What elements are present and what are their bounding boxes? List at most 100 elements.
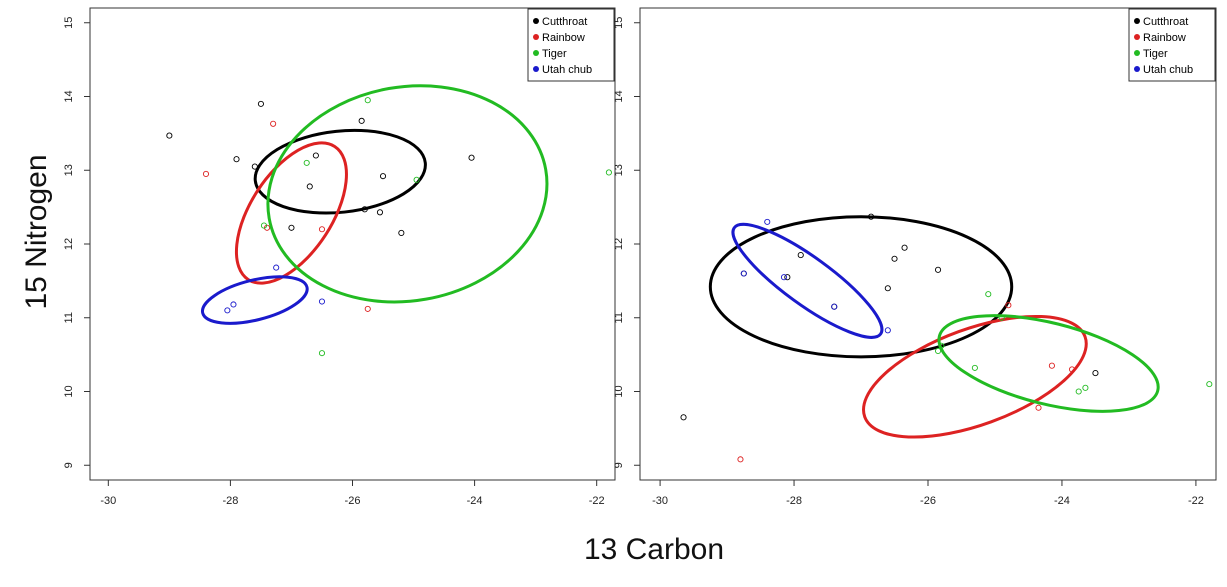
cutthroat-point (884, 285, 891, 292)
utah-chub-point (230, 301, 237, 308)
tiger-ellipse (266, 84, 549, 304)
y-tick-label: 15 (613, 17, 625, 29)
cutthroat-point (379, 173, 387, 180)
rainbow-point (318, 226, 326, 233)
y-tick-label: 10 (613, 385, 625, 397)
y-tick-label: 13 (63, 164, 75, 176)
cutthroat-point (233, 156, 240, 163)
rainbow-point (737, 456, 744, 463)
y-tick-label: 15 (63, 17, 75, 29)
x-tick-label: -28 (786, 495, 802, 507)
tiger-point (1082, 384, 1089, 391)
tiger-legend-label: Tiger (542, 48, 567, 60)
cutthroat-point (468, 154, 475, 161)
utah-chub-point (740, 270, 747, 277)
y-tick-label: 9 (613, 462, 625, 468)
tiger-point (1075, 388, 1082, 395)
y-tick-label: 14 (63, 90, 75, 102)
x-tick-label: -26 (920, 495, 936, 507)
cutthroat-point (797, 252, 804, 259)
tiger-ellipse (937, 314, 1160, 413)
x-axis-title: 13 Carbon (584, 533, 724, 566)
cutthroat-legend-marker (533, 18, 539, 24)
cutthroat-point (358, 117, 365, 124)
rainbow-legend-marker (1134, 34, 1140, 40)
rainbow-ellipse (862, 314, 1088, 439)
y-tick-label: 12 (613, 238, 625, 250)
utah-chub-point (884, 327, 891, 334)
x-tick-label: -30 (100, 495, 116, 507)
cutthroat-point (288, 224, 295, 231)
utah-chub-legend-label: Utah chub (542, 64, 592, 76)
cutthroat-point (891, 255, 898, 262)
tiger-point (260, 222, 268, 229)
utah-chub-point (273, 264, 280, 271)
rainbow-point (1035, 404, 1042, 411)
rainbow-point (202, 170, 210, 177)
rainbow-point (364, 305, 371, 312)
cutthroat-point (680, 414, 687, 421)
x-tick-label: -24 (467, 495, 483, 507)
rainbow-ellipse (234, 141, 348, 285)
cutthroat-point (934, 266, 942, 273)
rainbow-point (1005, 302, 1012, 309)
utah-chub-legend-label: Utah chub (1143, 64, 1193, 76)
utah-chub-legend-marker (533, 66, 539, 72)
y-tick-label: 9 (63, 462, 75, 468)
rainbow-legend-label: Rainbow (542, 32, 585, 44)
utah-chub-ellipse (200, 275, 309, 325)
rainbow-point (270, 120, 277, 127)
tiger-point (364, 97, 371, 104)
tiger-point (318, 350, 326, 357)
cutthroat-ellipse (708, 215, 1014, 359)
left-scatter-panel: -30 -28 -26 -24 -22 9 10 11 12 13 14 15 Cutthroat Rai… (63, 7, 616, 507)
cutthroat-point (398, 229, 405, 236)
cutthroat-point (166, 132, 173, 139)
y-tick-label: 11 (613, 312, 625, 323)
tiger-point (413, 176, 420, 183)
cutthroat-point (257, 100, 264, 107)
utah-chub-point (224, 307, 231, 314)
cutthroat-legend-label: Cutthroat (542, 16, 587, 28)
y-tick-label: 13 (613, 164, 625, 176)
x-tick-label: -22 (589, 495, 605, 507)
tiger-legend-marker (533, 50, 539, 56)
cutthroat-legend-label: Cutthroat (1143, 16, 1188, 28)
y-tick-label: 12 (63, 238, 75, 250)
utah-chub-point (764, 218, 771, 225)
legend-box (1128, 8, 1216, 82)
tiger-point (1206, 381, 1213, 388)
y-tick-label: 10 (63, 385, 75, 397)
tiger-point (605, 169, 612, 176)
rainbow-point (1048, 362, 1055, 369)
rainbow-legend-label: Rainbow (1143, 32, 1186, 44)
y-axis-title: 15 Nitrogen (20, 154, 53, 309)
x-tick-label: -26 (345, 495, 361, 507)
tiger-point (303, 159, 310, 166)
cutthroat-point (376, 209, 384, 216)
cutthroat-ellipse (253, 128, 427, 215)
utah-chub-point (780, 274, 788, 281)
cutthroat-point (312, 152, 319, 159)
rainbow-legend-marker (533, 34, 539, 40)
utah-chub-point (831, 303, 838, 310)
x-tick-label: -22 (1188, 495, 1204, 507)
x-tick-label: -28 (222, 495, 238, 507)
utah-chub-point (318, 298, 326, 305)
x-tick-label: -24 (1054, 495, 1070, 507)
right-scatter-panel: -30 -28 -26 -24 -22 9 10 11 12 13 14 15 Cutthroat Rai… (613, 7, 1217, 507)
x-tick-label: -30 (652, 495, 668, 507)
legend-box (527, 8, 615, 82)
cutthroat-point (306, 183, 313, 190)
cutthroat-point (784, 274, 791, 281)
cutthroat-point (901, 244, 908, 251)
utah-chub-ellipse (731, 222, 884, 339)
cutthroat-point (1092, 370, 1099, 377)
y-tick-label: 11 (63, 312, 75, 323)
tiger-legend-label: Tiger (1143, 48, 1168, 60)
y-tick-label: 14 (613, 90, 625, 102)
tiger-point (971, 364, 978, 371)
cutthroat-legend-marker (1134, 18, 1140, 24)
tiger-legend-marker (1134, 50, 1140, 56)
